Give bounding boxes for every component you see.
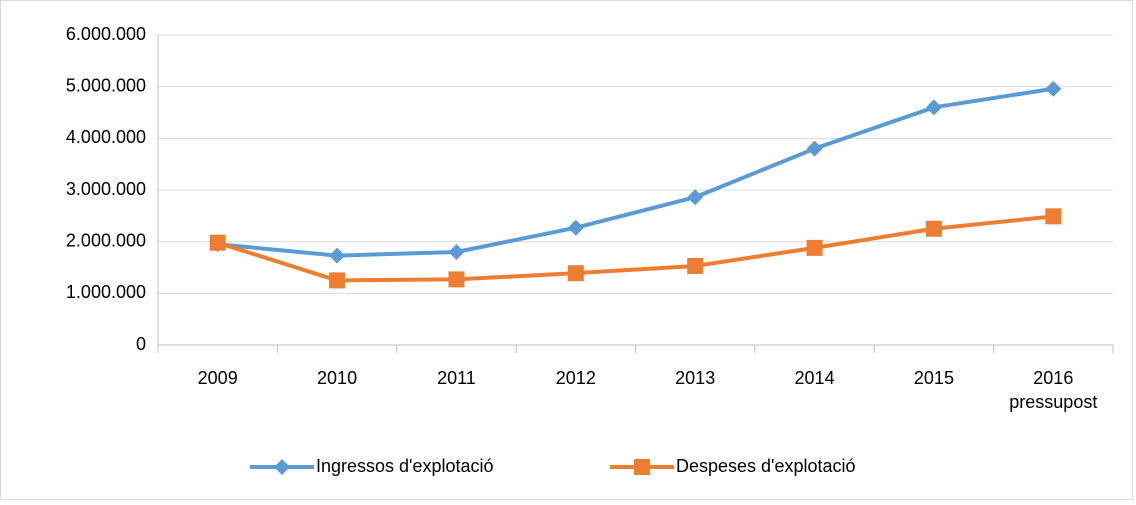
data-point [1045, 80, 1062, 97]
y-tick-label: 0 [136, 334, 146, 354]
x-tick-label: 2016 pressupost [1009, 368, 1098, 412]
data-point [925, 220, 942, 237]
data-point [1045, 208, 1062, 225]
data-point [209, 234, 226, 251]
y-tick-label: 2.000.000 [66, 230, 146, 250]
x-tick-label: 2009 [197, 368, 238, 388]
x-tick-label: 2015 [913, 368, 954, 388]
series-line [217, 214, 1054, 283]
y-tick-label: 6.000.000 [66, 24, 146, 44]
data-point [329, 247, 346, 264]
data-point [687, 189, 704, 206]
legend-marker [274, 459, 290, 475]
x-tick-label: 2010 [317, 368, 358, 388]
x-tick-label: 2014 [794, 368, 835, 388]
data-point [687, 257, 704, 274]
x-tick-label: 2012 [555, 368, 596, 388]
data-point [925, 99, 942, 116]
data-point [329, 272, 346, 289]
y-tick-label: 4.000.000 [66, 127, 146, 147]
y-tick-label: 1.000.000 [66, 282, 146, 302]
x-tick-label: 2011 [437, 368, 476, 388]
series-line [217, 86, 1054, 258]
data-point [567, 219, 584, 236]
data-point [806, 239, 823, 256]
data-point [448, 271, 465, 288]
data-point [567, 265, 584, 282]
legend-label: Despeses d'explotació [676, 456, 856, 476]
data-point [448, 244, 465, 260]
x-tick-label: 2013 [675, 368, 716, 388]
y-tick-label: 3.000.000 [66, 179, 146, 199]
data-point [806, 140, 823, 157]
legend-marker [634, 459, 650, 475]
legend-label: Ingressos d'explotació [316, 456, 494, 476]
y-tick-label: 5.000.000 [66, 75, 146, 95]
